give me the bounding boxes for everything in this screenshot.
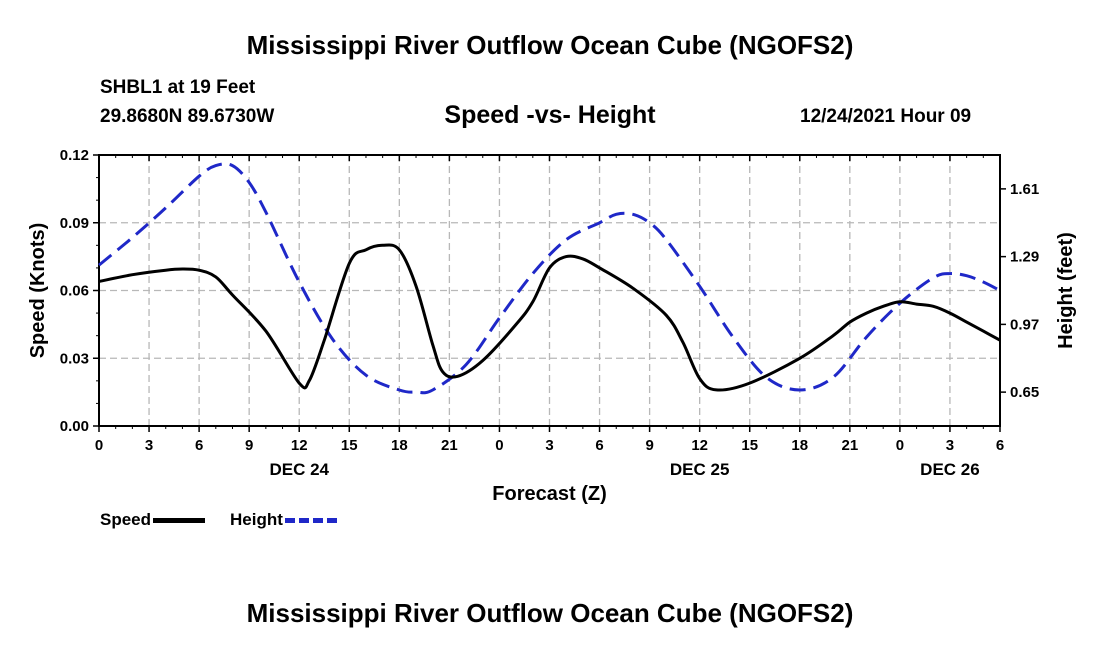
y-left-tick-label: 0.03 bbox=[60, 350, 89, 367]
legend-height-label: Height bbox=[230, 510, 283, 529]
x-tick-label: 6 bbox=[996, 437, 1004, 454]
station-label: SHBL1 at 19 Feet bbox=[100, 77, 256, 98]
x-tick-label: 18 bbox=[791, 437, 808, 454]
x-tick-label: 0 bbox=[495, 437, 503, 454]
series-group bbox=[98, 162, 1001, 395]
x-tick-label: 3 bbox=[145, 437, 153, 454]
x-tick-label: 21 bbox=[841, 437, 858, 454]
legend-speed-label: Speed bbox=[100, 510, 152, 529]
y-right-axis-title: Height (feet) bbox=[1055, 232, 1077, 349]
y-right-tick-label: 0.65 bbox=[1010, 384, 1039, 401]
x-tick-label: 3 bbox=[545, 437, 553, 454]
x-tick-label: 6 bbox=[595, 437, 603, 454]
chart-subtitle: Speed -vs- Height bbox=[444, 101, 656, 129]
x-tick-label: 3 bbox=[946, 437, 954, 454]
series-line-height bbox=[98, 162, 1001, 395]
footer-title: Mississippi River Outflow Ocean Cube (NG… bbox=[246, 598, 854, 628]
x-tick-label: 15 bbox=[341, 437, 358, 454]
chart-title: Mississippi River Outflow Ocean Cube (NG… bbox=[246, 30, 854, 60]
y-right-tick-label: 1.29 bbox=[1010, 249, 1039, 266]
y-left-tick-label: 0.12 bbox=[60, 147, 89, 164]
legend-height-swatch bbox=[284, 517, 337, 523]
y-right-tick-label: 1.61 bbox=[1010, 181, 1039, 198]
y-left-axis-title: Speed (Knots) bbox=[27, 223, 49, 359]
legend-speed: Speed bbox=[100, 510, 206, 530]
y-right-tick-label: 0.97 bbox=[1010, 316, 1039, 333]
legend-height: Height bbox=[230, 510, 337, 530]
y-left-tick-label: 0.09 bbox=[60, 215, 89, 232]
x-tick-label: 0 bbox=[95, 437, 103, 454]
x-tick-label: 0 bbox=[896, 437, 904, 454]
x-tick-label: 18 bbox=[391, 437, 408, 454]
y-left-tick-label: 0.06 bbox=[60, 283, 89, 300]
x-tick-label: 21 bbox=[441, 437, 458, 454]
date-label: DEC 26 bbox=[920, 460, 980, 479]
grid bbox=[99, 155, 1000, 426]
x-tick-label: 6 bbox=[195, 437, 203, 454]
x-tick-label: 9 bbox=[245, 437, 253, 454]
axis-labels: 0 3 6 9 12 15 18 21 0 3 6 9 12 15 18 21 0 3 6 0.00 0.03 0.06 0… bbox=[27, 147, 1077, 505]
coordinates-label: 29.8680N 89.6730W bbox=[100, 106, 275, 127]
x-tick-label: 12 bbox=[691, 437, 708, 454]
date-label: DEC 24 bbox=[269, 460, 329, 479]
series-line-speed bbox=[98, 243, 1001, 392]
y-left-tick-label: 0.00 bbox=[60, 418, 89, 435]
x-tick-label: 15 bbox=[741, 437, 758, 454]
axis-ticks bbox=[93, 154, 1006, 432]
date-label: DEC 25 bbox=[670, 460, 730, 479]
x-tick-label: 12 bbox=[291, 437, 308, 454]
x-axis-title: Forecast (Z) bbox=[492, 483, 606, 505]
legend-speed-swatch bbox=[153, 517, 206, 523]
x-tick-label: 9 bbox=[645, 437, 653, 454]
datetime-label: 12/24/2021 Hour 09 bbox=[800, 106, 972, 127]
